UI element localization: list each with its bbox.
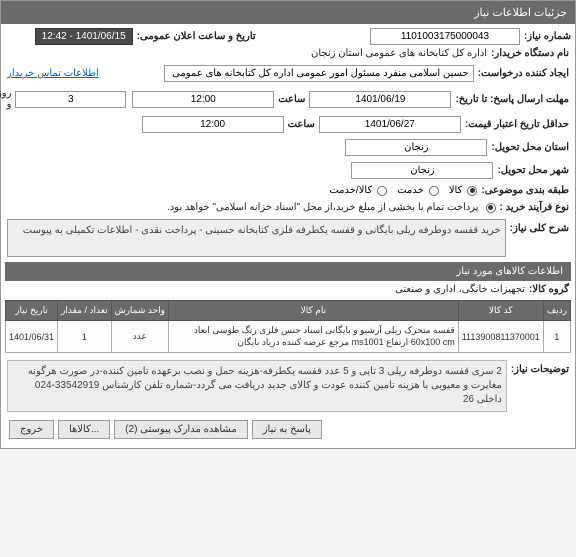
creator-field[interactable] [164, 65, 474, 82]
panel-title: جزئیات اطلاعات نیاز [1, 1, 575, 24]
th-date: تاریخ نیاز [6, 301, 58, 321]
table-row[interactable]: 1 1113900811370001 قفسه متحرک ریلی آرشیو… [6, 321, 571, 353]
td-unit: عدد [111, 321, 168, 353]
buyer-org-value: اداره کل کتابخانه های عمومی استان زنجان [311, 48, 487, 59]
explain-text: 2 سری قفسه دوطرفه ریلی 3 تایی و 5 عدد قف… [7, 360, 507, 412]
time-label-1: ساعت [278, 94, 305, 105]
desc-label: شرح کلی نیاز: [510, 219, 569, 234]
buyer-org-label: نام دستگاه خریدار: [491, 48, 569, 59]
req-no-label: شماره نیاز: [524, 31, 571, 42]
radio-both-dot [377, 186, 387, 196]
category-label: طبقه بندی موضوعی: [481, 185, 569, 196]
validity-label: حداقل تاریخ اعتبار قیمت: [465, 119, 569, 130]
announce-label: تاریخ و ساعت اعلان عمومی: [137, 31, 256, 42]
td-name: قفسه متحرک ریلی آرشیو و بایگانی اسناد جن… [169, 321, 459, 353]
validity-date-field[interactable] [319, 116, 461, 133]
group-value: تجهیزات خانگی، اداری و صنعتی [395, 284, 525, 295]
items-section-title: اطلاعات کالاهای مورد نیاز [5, 262, 571, 281]
radio-goods-dot [467, 186, 477, 196]
announce-datetime: 1401/06/15 - 12:42 [35, 28, 133, 45]
items-table: ردیف کد کالا نام کالا واحد شمارش تعداد /… [5, 300, 571, 353]
process-label: نوع فرآیند خرید : [500, 202, 569, 213]
explain-label: توضیحات نیاز: [511, 360, 569, 375]
creator-label: ایجاد کننده درخواست: [478, 68, 569, 79]
table-header-row: ردیف کد کالا نام کالا واحد شمارش تعداد /… [6, 301, 571, 321]
td-qty: 1 [58, 321, 112, 353]
details-panel: جزئیات اطلاعات نیاز شماره نیاز: تاریخ و … [0, 0, 576, 449]
browse-button[interactable]: ...کالاها [58, 420, 110, 439]
contact-link[interactable]: اطلاعات تماس خریدار [7, 68, 99, 79]
radio-service[interactable]: خدمت [397, 185, 439, 196]
th-code: کد کالا [458, 301, 543, 321]
panel-body: شماره نیاز: تاریخ و ساعت اعلان عمومی: 14… [1, 24, 575, 448]
td-row: 1 [543, 321, 570, 353]
province-label: استان محل تحویل: [491, 142, 569, 153]
th-unit: واحد شمارش [111, 301, 168, 321]
deadline-date-field[interactable] [309, 91, 451, 108]
group-label: گروه کالا: [529, 284, 569, 295]
remain-days-label: روز و [0, 88, 11, 110]
time-label-2: ساعت [288, 119, 315, 130]
province-field[interactable] [345, 139, 487, 156]
deadline-label: مهلت ارسال پاسخ: تا تاریخ: [455, 94, 569, 105]
th-name: نام کالا [169, 301, 459, 321]
th-row: ردیف [543, 301, 570, 321]
city-label: شهر محل تحویل: [497, 165, 569, 176]
td-code: 1113900811370001 [458, 321, 543, 353]
th-qty: تعداد / مقدار [58, 301, 112, 321]
radio-both[interactable]: کالا/خدمت [329, 185, 387, 196]
city-field[interactable] [351, 162, 493, 179]
radio-service-dot [429, 186, 439, 196]
bottom-bar: پاسخ به نیاز مشاهده مدارک پیوستی (2) ...… [5, 415, 571, 444]
reply-button[interactable]: پاسخ به نیاز [252, 420, 322, 439]
exit-button[interactable]: خروج [9, 420, 54, 439]
attachments-button[interactable]: مشاهده مدارک پیوستی (2) [114, 420, 248, 439]
category-radio-group: کالا خدمت کالا/خدمت [329, 185, 477, 196]
validity-time-field[interactable] [142, 116, 284, 133]
process-radio-dot[interactable] [486, 203, 496, 213]
process-note: پرداخت تمام یا بخشی از مبلغ خرید،از محل … [167, 202, 479, 213]
remain-days-field [15, 91, 126, 108]
desc-textarea[interactable] [7, 219, 506, 257]
td-date: 1401/06/31 [6, 321, 58, 353]
deadline-time-field[interactable] [132, 91, 274, 108]
req-no-field[interactable] [370, 28, 520, 45]
radio-goods[interactable]: کالا [449, 185, 478, 196]
